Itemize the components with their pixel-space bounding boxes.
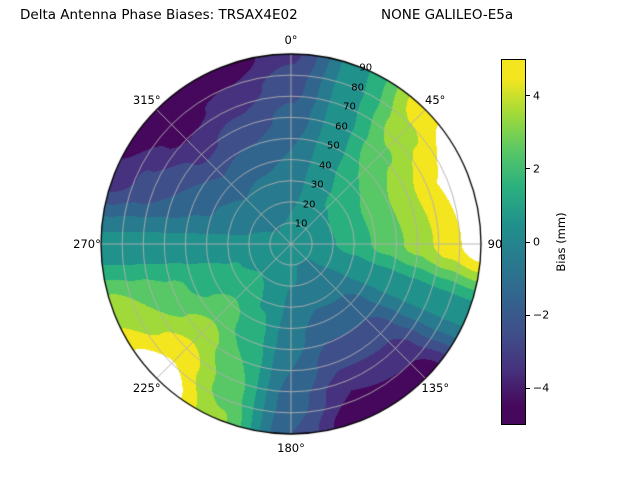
azimuth-tick-label-0: 0° <box>284 33 298 47</box>
azimuth-tick-label-225: 225° <box>132 381 161 396</box>
azimuth-tick-label-315: 315° <box>132 92 161 107</box>
radial-tick-label-90: 90 <box>359 62 373 74</box>
colorbar-tick-label: −2 <box>533 308 550 322</box>
azimuth-tick-label-90: 90 <box>487 237 503 251</box>
colorbar-tick-mark <box>526 95 530 97</box>
radial-tick-label-20: 20 <box>302 199 316 211</box>
colorbar-axis-label: Bias (mm) <box>554 212 568 272</box>
colorbar-tick-label: 2 <box>533 162 540 176</box>
colorbar-tick-mark <box>526 168 530 170</box>
colorbar-tick-mark <box>526 241 530 243</box>
azimuth-tick-label-180: 180° <box>277 441 305 455</box>
colorbar-tick-mark <box>526 314 530 316</box>
radial-tick-label-70: 70 <box>343 101 356 113</box>
colorbar-tick-mark <box>526 387 530 389</box>
azimuth-tick-label-135: 135° <box>421 381 450 396</box>
radial-tick-label-50: 50 <box>327 140 340 152</box>
radial-tick-label-30: 30 <box>310 179 324 191</box>
colorbar-tick-label: 0 <box>533 235 540 249</box>
azimuth-tick-label-270: 270° <box>73 237 101 251</box>
radial-tick-label-10: 10 <box>294 218 308 230</box>
radial-tick-label-40: 40 <box>318 160 332 172</box>
colorbar-tick-label: −4 <box>533 381 550 395</box>
azimuth-tick-label-45: 45° <box>425 92 446 107</box>
colorbar-tick-label: 4 <box>533 89 540 103</box>
radial-tick-label-80: 80 <box>351 82 364 94</box>
radial-tick-label-60: 60 <box>335 121 348 133</box>
colorbar <box>501 59 526 425</box>
